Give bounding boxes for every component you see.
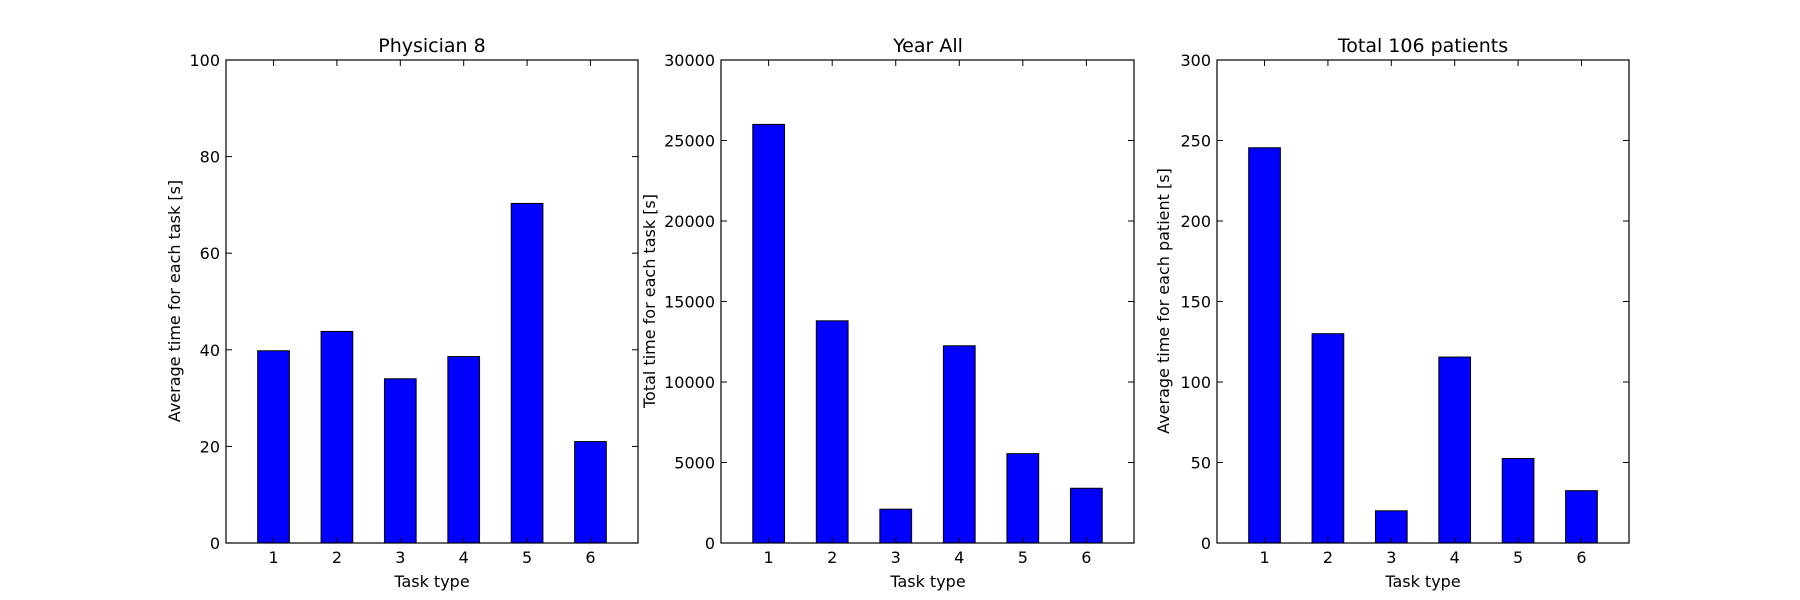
x-tick-label: 3 xyxy=(891,548,901,567)
bar xyxy=(815,320,849,544)
x-tick-label: 3 xyxy=(1386,548,1396,567)
bar xyxy=(1438,356,1472,544)
y-tick-label: 60 xyxy=(200,244,220,263)
y-tick-label: 30000 xyxy=(664,51,715,70)
chart-1-x-axis-label: Task type xyxy=(393,572,469,591)
chart-2-ytick-labels: 0 5000 10000 15000 20000 25000 30000 xyxy=(664,51,715,553)
chart-2-ticks xyxy=(721,59,1134,544)
x-tick-label: 1 xyxy=(268,548,278,567)
y-tick-label: 25000 xyxy=(664,132,715,151)
y-tick-label: 20 xyxy=(200,437,220,456)
chart-1-y-axis-label: Average time for each task [s] xyxy=(165,180,184,422)
bar xyxy=(383,378,417,544)
y-tick-label: 0 xyxy=(1201,534,1211,553)
x-tick-label: 5 xyxy=(1018,548,1028,567)
y-tick-label: 0 xyxy=(705,534,715,553)
chart-3-bars xyxy=(1248,147,1598,544)
chart-1-xtick-labels: 1 2 3 4 5 6 xyxy=(268,548,595,567)
y-tick-label: 50 xyxy=(1191,454,1211,473)
x-tick-label: 4 xyxy=(1450,548,1460,567)
x-tick-label: 6 xyxy=(585,548,595,567)
y-tick-label: 80 xyxy=(200,148,220,167)
bar xyxy=(1006,453,1040,544)
chart-2-xtick-labels: 1 2 3 4 5 6 xyxy=(764,548,1092,567)
bar xyxy=(510,202,544,544)
bar xyxy=(257,350,290,544)
y-tick-label: 100 xyxy=(1180,373,1211,392)
bar xyxy=(942,345,976,544)
chart-2: Year All 050001000015000200002500030000 … xyxy=(640,35,1135,591)
bar xyxy=(1248,147,1281,544)
x-tick-label: 1 xyxy=(1259,548,1269,567)
chart-3-ytick-labels: 0 50 100 150 200 250 300 xyxy=(1180,51,1211,553)
bar xyxy=(1565,490,1598,544)
y-tick-label: 10000 xyxy=(664,373,715,392)
bar xyxy=(1311,333,1345,544)
x-tick-label: 3 xyxy=(395,548,405,567)
y-tick-label: 5000 xyxy=(674,454,715,473)
x-tick-label: 5 xyxy=(1513,548,1523,567)
chart-3-xtick-labels: 1 2 3 4 5 6 xyxy=(1259,548,1586,567)
x-tick-label: 5 xyxy=(522,548,532,567)
x-tick-label: 6 xyxy=(1081,548,1091,567)
x-tick-label: 1 xyxy=(764,548,774,567)
y-tick-label: 20000 xyxy=(664,212,715,231)
bar xyxy=(752,123,786,544)
y-tick-label: 0 xyxy=(210,534,220,553)
chart-2-title: Year All xyxy=(892,35,963,57)
x-tick-label: 2 xyxy=(332,548,342,567)
y-tick-label: 40 xyxy=(200,341,220,360)
chart-1-ytick-labels: 0 20 40 60 80 100 xyxy=(189,51,220,553)
x-tick-label: 4 xyxy=(954,548,964,567)
y-tick-label: 250 xyxy=(1180,132,1211,151)
y-tick-label: 300 xyxy=(1180,51,1211,70)
y-tick-label: 200 xyxy=(1180,212,1211,231)
chart-1-title: Physician 8 xyxy=(378,35,485,57)
x-tick-label: 2 xyxy=(1323,548,1333,567)
x-tick-label: 2 xyxy=(827,548,837,567)
bar xyxy=(574,441,607,544)
chart-2-y-axis-label: Total time for each task [s] xyxy=(640,194,659,409)
chart-2-bars xyxy=(752,123,1103,544)
chart-3: Total 106 patients 0 50 100 150 200 250 300 1 2… xyxy=(1154,35,1630,591)
bar xyxy=(320,330,354,544)
bar xyxy=(1069,487,1103,544)
chart-3-y-axis-label: Average time for each patient [s] xyxy=(1154,168,1173,434)
chart-2-x-axis-label: Task type xyxy=(889,572,965,591)
chart-3-title: Total 106 patients xyxy=(1337,35,1508,57)
chart-1-bars xyxy=(257,202,607,544)
y-tick-label: 15000 xyxy=(664,293,715,312)
chart-1-plot-frame xyxy=(225,59,639,544)
chart-3-x-axis-label: Task type xyxy=(1384,572,1460,591)
chart-1: Physician 8 0 20 40 60 80 100 1 2 3 4 5 6 Task typ… xyxy=(165,35,639,591)
y-tick-label: 100 xyxy=(189,51,220,70)
bar xyxy=(447,356,481,544)
bar xyxy=(1501,457,1535,544)
chart-1-ticks xyxy=(226,59,638,544)
x-tick-label: 4 xyxy=(459,548,469,567)
x-tick-label: 6 xyxy=(1576,548,1586,567)
chart-3-ticks xyxy=(1217,59,1629,544)
y-tick-label: 150 xyxy=(1180,293,1211,312)
